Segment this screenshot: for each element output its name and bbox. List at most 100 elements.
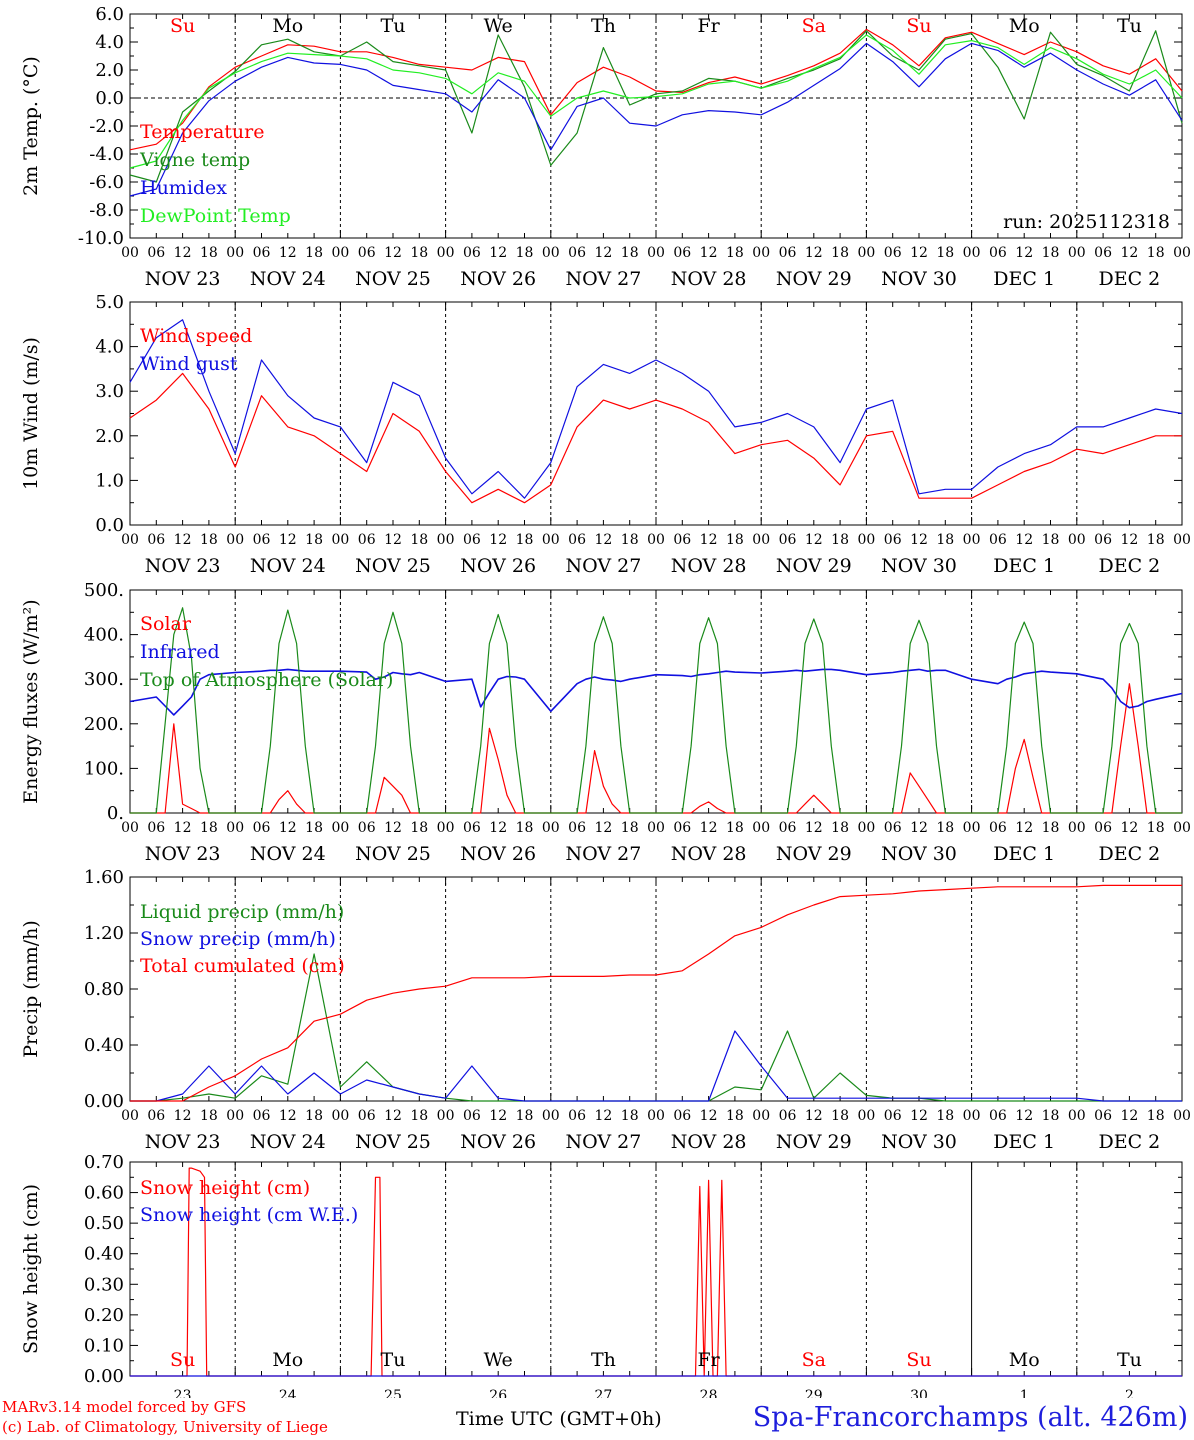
hour-tick-label: 06 — [989, 1108, 1007, 1124]
series-line-wind-gust — [129, 319, 1183, 499]
hour-tick-label: 00 — [437, 820, 455, 836]
date-label: NOV 24 — [250, 843, 326, 865]
hour-tick-label: 00 — [121, 245, 139, 261]
date-label: NOV 26 — [460, 268, 536, 290]
hour-tick-label: 18 — [936, 820, 954, 836]
hour-tick-label: 18 — [1147, 820, 1165, 836]
y-tick-label: 0.30 — [84, 1274, 124, 1295]
y-tick-label: 0.0 — [95, 88, 124, 109]
hour-tick-label: 18 — [516, 532, 534, 548]
series-line-top-of-atmosphere-solar- — [130, 607, 1182, 814]
hour-tick-label: 00 — [226, 532, 244, 548]
hour-tick-label: 06 — [779, 532, 797, 548]
hour-tick-label: 18 — [621, 245, 639, 261]
hour-tick-label: 12 — [594, 245, 612, 261]
day-name-bottom: Mo — [1009, 1349, 1040, 1371]
date-label: NOV 23 — [145, 843, 221, 865]
hour-tick-label: 12 — [174, 1108, 192, 1124]
hour-tick-label: 12 — [384, 1108, 402, 1124]
hour-tick-label: 12 — [489, 820, 507, 836]
hour-tick-label: 18 — [621, 532, 639, 548]
model-credit: MARv3.14 model forced by GFS — [2, 1398, 247, 1416]
hour-tick-label: 18 — [305, 1108, 323, 1124]
day-name-top: Mo — [272, 15, 303, 37]
day-number-label: 23 — [174, 1388, 192, 1398]
hour-tick-label: 00 — [1173, 1108, 1191, 1124]
hour-tick-label: 18 — [1042, 1108, 1060, 1124]
panel-1-frame — [129, 301, 1183, 526]
hour-tick-label: 00 — [1068, 245, 1086, 261]
y-tick-label: 0.70 — [84, 1152, 124, 1173]
hour-tick-label: 06 — [779, 820, 797, 836]
hour-tick-label: 18 — [936, 532, 954, 548]
y-tick-label: -2.0 — [89, 116, 124, 137]
station-name: Spa-Francorchamps (alt. 426m) — [752, 1402, 1188, 1433]
hour-tick-label: 12 — [594, 1108, 612, 1124]
date-label: NOV 29 — [776, 555, 852, 577]
hour-tick-label: 18 — [410, 245, 428, 261]
hour-tick-label: 06 — [884, 1108, 902, 1124]
day-name-bottom: Tu — [381, 1349, 406, 1371]
hour-tick-label: 00 — [226, 245, 244, 261]
hour-tick-label: 18 — [1042, 532, 1060, 548]
hour-tick-label: 06 — [147, 532, 165, 548]
date-label: DEC 1 — [993, 843, 1055, 865]
hour-tick-label: 18 — [936, 245, 954, 261]
hour-tick-label: 06 — [147, 820, 165, 836]
y-tick-label: 500. — [84, 580, 124, 601]
day-number-label: 30 — [910, 1388, 928, 1398]
y-tick-label: 0.40 — [84, 1244, 124, 1265]
hour-tick-label: 06 — [463, 1108, 481, 1124]
legend-entry: Wind gust — [140, 353, 238, 375]
day-name-bottom: Mo — [272, 1349, 303, 1371]
hour-tick-label: 06 — [989, 532, 1007, 548]
date-label: DEC 1 — [993, 268, 1055, 290]
hour-tick-label: 18 — [1147, 1108, 1165, 1124]
hour-tick-label: 18 — [726, 245, 744, 261]
date-label: DEC 2 — [1099, 843, 1161, 865]
day-name-bottom: Su — [906, 1349, 931, 1371]
hour-tick-label: 06 — [358, 820, 376, 836]
date-label: NOV 23 — [145, 268, 221, 290]
y-tick-label: 6.0 — [95, 4, 124, 25]
date-label: NOV 30 — [881, 268, 957, 290]
hour-tick-label: 18 — [516, 245, 534, 261]
hour-tick-label: 12 — [910, 1108, 928, 1124]
hour-tick-label: 18 — [516, 820, 534, 836]
hour-tick-label: 12 — [384, 820, 402, 836]
series-line-total-cumulated-cm- — [130, 884, 1182, 1102]
y-tick-label: 0.00 — [84, 1366, 124, 1387]
hour-tick-label: 06 — [673, 1108, 691, 1124]
y-axis-title: Energy fluxes (W/m²) — [20, 599, 42, 803]
hour-tick-label: 06 — [568, 1108, 586, 1124]
run-label: run: 2025112318 — [1003, 211, 1170, 233]
hour-tick-label: 18 — [200, 245, 218, 261]
y-tick-label: 200. — [84, 714, 124, 735]
hour-tick-label: 00 — [1173, 820, 1191, 836]
hour-tick-label: 00 — [437, 1108, 455, 1124]
day-name-bottom: Tu — [1117, 1349, 1142, 1371]
hour-tick-label: 06 — [358, 532, 376, 548]
day-name-top: Tu — [381, 15, 406, 37]
hour-tick-label: 00 — [963, 1108, 981, 1124]
hour-tick-label: 12 — [489, 532, 507, 548]
hour-tick-label: 12 — [805, 820, 823, 836]
hour-tick-label: 06 — [358, 245, 376, 261]
hour-tick-label: 06 — [673, 820, 691, 836]
legend-entry: Solar — [140, 613, 192, 635]
hour-tick-label: 06 — [568, 532, 586, 548]
hour-tick-label: 18 — [200, 820, 218, 836]
hour-tick-label: 18 — [831, 532, 849, 548]
legend-entry: Temperature — [140, 121, 264, 143]
hour-tick-label: 06 — [253, 1108, 271, 1124]
hour-tick-label: 06 — [1094, 820, 1112, 836]
hour-tick-label: 00 — [857, 532, 875, 548]
hour-tick-label: 12 — [489, 1108, 507, 1124]
hour-tick-label: 06 — [1094, 245, 1112, 261]
y-tick-label: 2.0 — [95, 60, 124, 81]
hour-tick-label: 06 — [253, 532, 271, 548]
hour-tick-label: 12 — [279, 245, 297, 261]
hour-tick-label: 18 — [726, 1108, 744, 1124]
series-line-snow-precip-mm-h- — [130, 1030, 1182, 1102]
date-label: DEC 2 — [1099, 268, 1161, 290]
